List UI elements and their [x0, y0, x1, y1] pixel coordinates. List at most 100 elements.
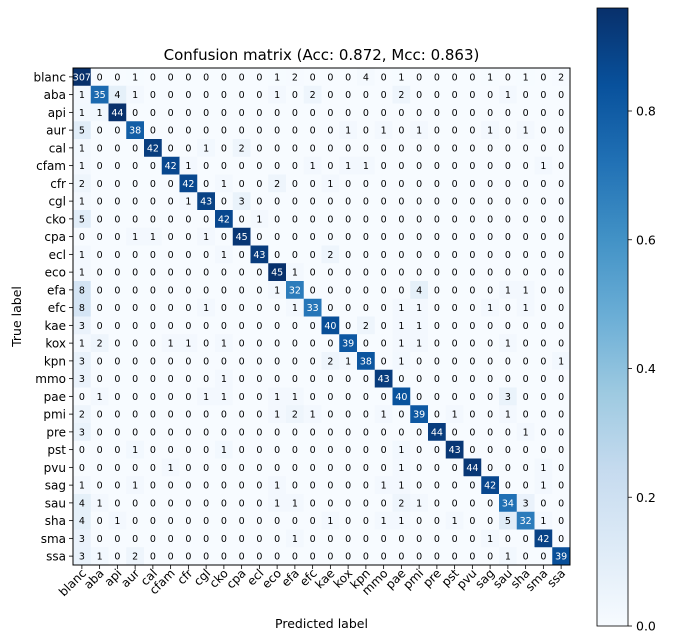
matrix-cell	[357, 511, 376, 530]
matrix-cell	[339, 281, 358, 300]
cell-value: 0	[381, 463, 387, 474]
matrix-cell	[339, 511, 358, 530]
matrix-cell	[232, 174, 251, 193]
cell-value: 0	[132, 161, 138, 172]
cell-value: 0	[487, 214, 493, 225]
matrix-cell	[339, 352, 358, 371]
matrix-cell	[428, 494, 447, 513]
cell-value: 0	[79, 392, 85, 403]
matrix-cell	[534, 476, 553, 495]
cell-value: 1	[132, 232, 138, 243]
matrix-cell	[286, 511, 305, 530]
cell-value: 0	[203, 90, 209, 101]
cell-value: 39	[555, 552, 567, 563]
matrix-cell	[357, 174, 376, 193]
matrix-cell	[286, 369, 305, 388]
cell-value: 0	[452, 90, 458, 101]
matrix-cell	[445, 529, 464, 548]
matrix-cell	[428, 458, 447, 477]
matrix-cell	[481, 139, 500, 158]
cell-value: 1	[79, 339, 85, 350]
cell-value: 0	[292, 108, 298, 119]
matrix-cell	[410, 139, 429, 158]
cell-value: 0	[292, 197, 298, 208]
cell-value: 0	[398, 179, 404, 190]
matrix-cell	[481, 192, 500, 211]
matrix-cell	[499, 387, 518, 406]
cell-value: 307	[73, 72, 91, 83]
cell-value: 0	[345, 552, 351, 563]
cell-value: 1	[185, 197, 191, 208]
matrix-cell	[250, 68, 269, 87]
matrix-cell	[552, 529, 571, 548]
cell-value: 0	[256, 179, 262, 190]
cell-value: 0	[558, 126, 564, 137]
cell-value: 1	[523, 126, 529, 137]
cell-value: 0	[327, 534, 333, 545]
matrix-cell	[374, 547, 393, 566]
matrix-cell	[250, 494, 269, 513]
cell-value: 43	[253, 250, 265, 261]
matrix-cell	[552, 103, 571, 122]
matrix-cell	[374, 458, 393, 477]
cell-value: 0	[345, 197, 351, 208]
cell-value: 0	[452, 143, 458, 154]
matrix-cell	[357, 387, 376, 406]
cell-value: 0	[381, 285, 387, 296]
cell-value: 0	[505, 321, 511, 332]
matrix-cell	[197, 547, 216, 566]
cell-value: 0	[185, 498, 191, 509]
cell-value: 1	[487, 534, 493, 545]
matrix-cell	[410, 440, 429, 459]
cell-value: 0	[150, 179, 156, 190]
matrix-cell	[552, 423, 571, 442]
matrix-cell	[428, 547, 447, 566]
cell-value: 0	[256, 410, 262, 421]
matrix-cell	[215, 334, 234, 353]
cell-value: 0	[452, 285, 458, 296]
matrix-cell	[321, 139, 340, 158]
matrix-cell	[392, 405, 411, 424]
cell-value: 0	[469, 108, 475, 119]
cell-value: 3	[79, 534, 85, 545]
matrix-cell	[90, 156, 109, 175]
matrix-cell	[534, 529, 553, 548]
cell-value: 0	[168, 374, 174, 385]
cell-value: 0	[381, 303, 387, 314]
matrix-cell	[357, 405, 376, 424]
cell-value: 0	[221, 498, 227, 509]
matrix-cell	[250, 103, 269, 122]
matrix-cell	[161, 529, 180, 548]
matrix-cell	[357, 547, 376, 566]
matrix-cell	[374, 281, 393, 300]
matrix-cell	[410, 227, 429, 246]
matrix-cell	[552, 174, 571, 193]
matrix-cell	[463, 405, 482, 424]
cell-value: 0	[185, 481, 191, 492]
matrix-cell	[392, 476, 411, 495]
matrix-cell	[126, 68, 145, 87]
matrix-cell	[197, 85, 216, 104]
cell-value: 0	[97, 427, 103, 438]
cell-value: 1	[487, 303, 493, 314]
y-tick-label: cpa	[44, 230, 66, 244]
matrix-cell	[463, 316, 482, 335]
cell-value: 0	[274, 534, 280, 545]
matrix-cell	[232, 281, 251, 300]
cell-value: 0	[292, 126, 298, 137]
matrix-cell	[552, 494, 571, 513]
matrix-cell	[232, 263, 251, 282]
cell-value: 0	[469, 179, 475, 190]
y-tick-label: sha	[45, 514, 66, 528]
cell-value: 0	[434, 232, 440, 243]
matrix-cell	[303, 529, 322, 548]
matrix-cell	[534, 68, 553, 87]
matrix-cell	[161, 174, 180, 193]
cell-value: 0	[185, 321, 191, 332]
matrix-cell	[499, 298, 518, 317]
matrix-cell	[552, 458, 571, 477]
matrix-cell	[357, 334, 376, 353]
cell-value: 0	[97, 285, 103, 296]
cell-value: 1	[416, 321, 422, 332]
cell-value: 1	[221, 179, 227, 190]
